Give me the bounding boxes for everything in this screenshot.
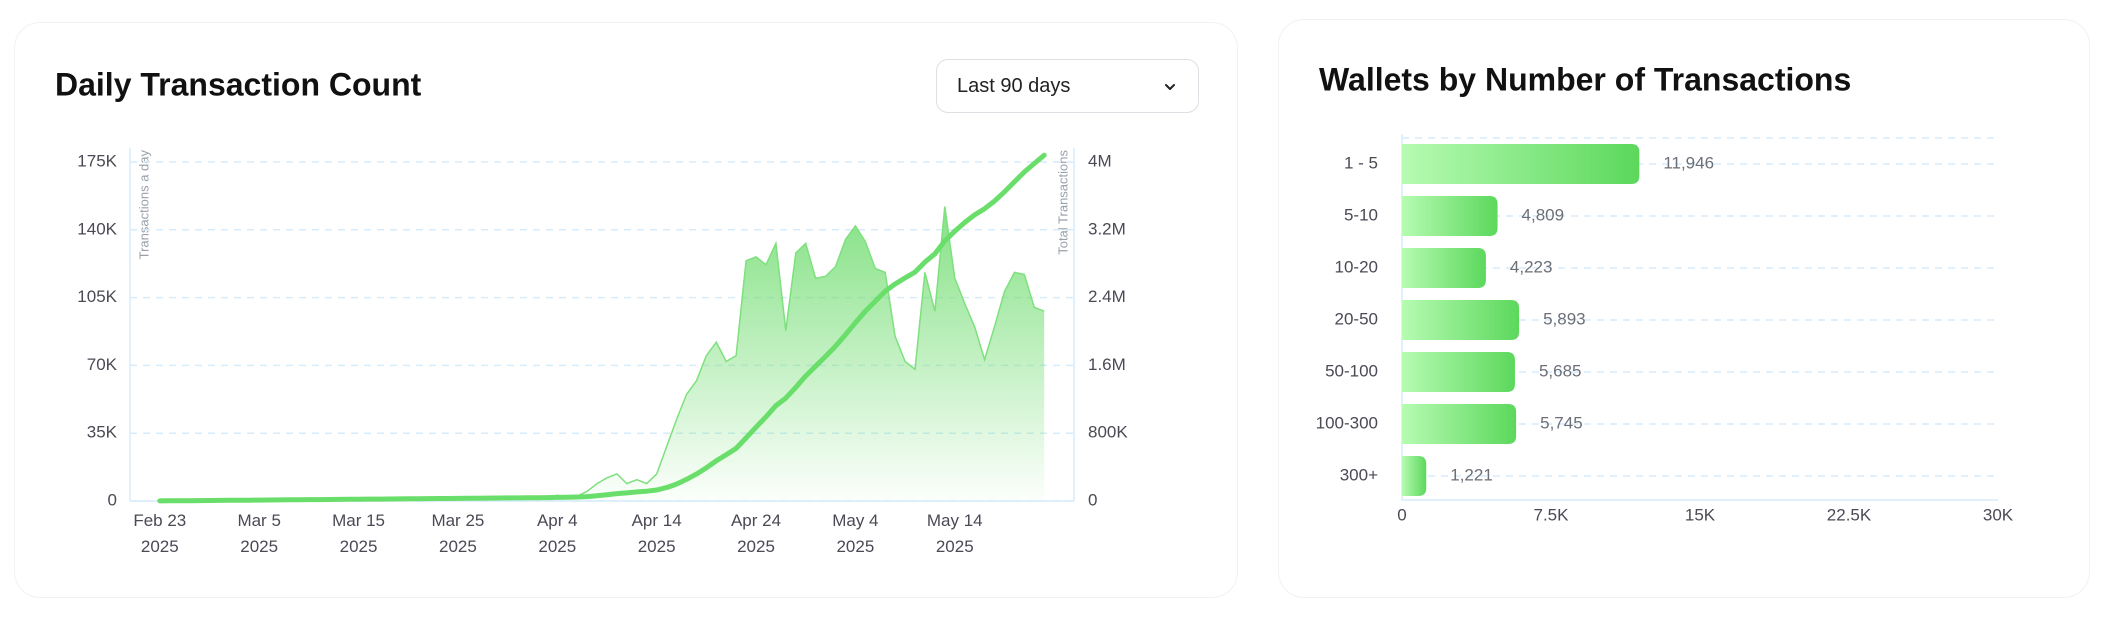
bar [1402, 196, 1498, 236]
y2-tick-label: 800K [1088, 423, 1128, 442]
y-axis-title: Transactions a day [136, 150, 151, 260]
x-tick-label: 7.5K [1534, 505, 1570, 524]
y2-tick-label: 1.6M [1088, 355, 1126, 374]
bar [1402, 144, 1640, 184]
dropdown-label: Last 90 days [957, 74, 1071, 97]
x-tick-label: May 4 2025 [832, 511, 879, 556]
bar [1402, 352, 1515, 392]
y2-tick-label: 4M [1088, 151, 1112, 170]
range-dropdown[interactable]: Last 90 days [936, 59, 1199, 113]
y-tick-label: 140K [77, 219, 117, 238]
chart-title: Wallets by Number of Transactions [1319, 61, 1851, 97]
bar [1402, 300, 1520, 340]
category-label: 10-20 [1335, 257, 1378, 276]
x-tick-label: Apr 14 2025 [631, 511, 682, 556]
x-tick-label: Apr 4 2025 [536, 511, 578, 556]
y2-axis-title: Total Transactions [1055, 150, 1070, 255]
y2-tick-label: 2.4M [1088, 287, 1126, 306]
y-tick-label: 35K [87, 423, 118, 442]
x-tick-label: 22.5K [1827, 505, 1872, 524]
category-label: 50-100 [1325, 361, 1378, 380]
x-tick-label: May 14 2025 [926, 511, 983, 556]
category-label: 20-50 [1335, 309, 1378, 328]
value-label: 5,745 [1540, 413, 1583, 432]
y-tick-label: 0 [108, 490, 117, 509]
x-tick-label: Apr 24 2025 [730, 511, 782, 556]
x-tick-label: Mar 5 2025 [237, 511, 281, 556]
bar [1402, 456, 1427, 496]
value-label: 5,893 [1543, 309, 1586, 328]
x-tick-label: Feb 23 2025 [133, 511, 187, 556]
category-label: 1 - 5 [1344, 153, 1378, 172]
bar [1402, 248, 1486, 288]
total-line [157, 152, 1047, 504]
value-label: 4,809 [1522, 205, 1565, 224]
x-tick-label: 30K [1983, 505, 2014, 524]
chart-title: Daily Transaction Count [55, 66, 422, 102]
bar [1402, 404, 1517, 444]
y-tick-label: 105K [77, 287, 117, 306]
chevron-icon [1165, 84, 1175, 90]
y-tick-label: 175K [77, 151, 117, 170]
category-label: 300+ [1340, 465, 1378, 484]
y-tick-label: 70K [87, 355, 118, 374]
x-tick-label: 15K [1685, 505, 1716, 524]
x-tick-label: Mar 15 2025 [332, 511, 385, 556]
y2-tick-label: 0 [1088, 490, 1097, 509]
category-label: 5-10 [1344, 205, 1378, 224]
category-label: 100-300 [1316, 413, 1378, 432]
y2-tick-label: 3.2M [1088, 219, 1126, 238]
area-fill [159, 206, 1045, 501]
x-tick-label: Mar 25 2025 [431, 511, 485, 556]
x-tick-label: 0 [1397, 505, 1406, 524]
value-label: 5,685 [1539, 361, 1582, 380]
value-label: 11,946 [1663, 153, 1714, 172]
value-label: 4,223 [1510, 257, 1553, 276]
value-label: 1,221 [1450, 465, 1493, 484]
